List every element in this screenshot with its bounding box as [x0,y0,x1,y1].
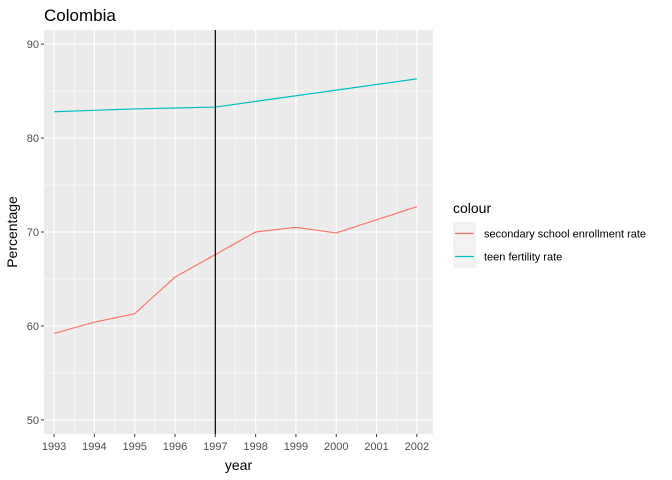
x-tick-label: 1997 [203,441,227,453]
y-axis: 50 60 70 80 90 [27,39,44,427]
legend: colour secondary school enrollment rate t… [453,200,646,268]
y-tick-label: 90 [27,39,39,51]
x-tick-label: 1993 [42,441,66,453]
x-tick-label: 2002 [405,441,429,453]
series-line-1 [54,78,417,113]
y-tick-label: 60 [27,321,39,333]
x-axis-title: year [225,457,253,473]
x-axis: 1993 1994 1995 1996 1997 1998 1999 2000 2001 2002 [42,434,429,453]
legend-label: teen fertility rate [484,252,562,264]
y-tick-label: 50 [27,415,39,427]
series-lines [53,78,418,335]
x-tick-label: 1996 [163,441,187,453]
y-tick-label: 70 [27,227,39,239]
x-tick-label: 2001 [364,441,388,453]
x-tick-label: 1994 [82,441,106,453]
legend-label: secondary school enrollment rate [484,229,646,241]
x-tick-label: 1999 [284,441,308,453]
y-tick-label: 80 [27,133,39,145]
chart-title: Colombia [44,6,116,25]
x-tick-label: 1995 [122,441,146,453]
y-axis-title: Percentage [4,196,20,268]
series-line-0 [53,206,418,335]
major-gridlines [44,30,433,434]
legend-title: colour [453,200,491,216]
x-tick-label: 2000 [324,441,348,453]
x-tick-label: 1998 [243,441,267,453]
